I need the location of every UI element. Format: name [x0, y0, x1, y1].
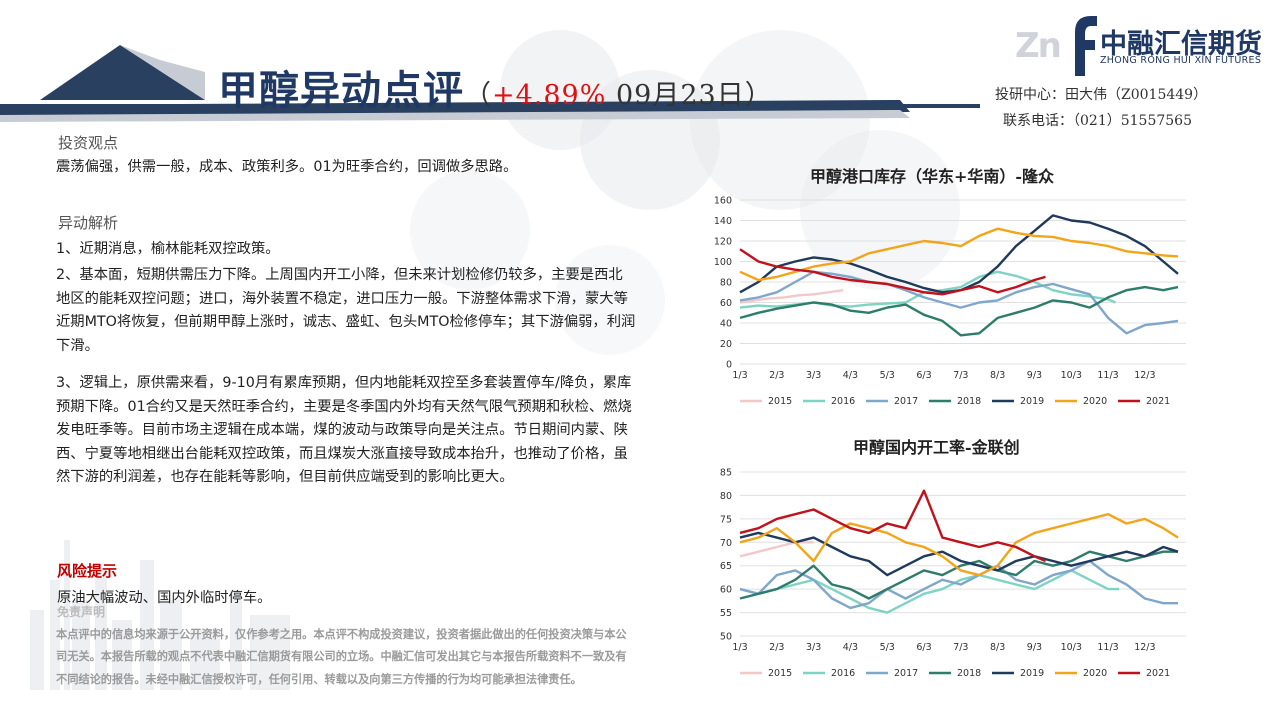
company-logo: Zn 中融汇信期货 ZHONG RONG HUI XIN FUTURES [1015, 14, 1275, 76]
legend-label-2017: 2017 [894, 396, 918, 407]
y-tick-label: 160 [714, 196, 732, 207]
analysis-point-2: 2、基本面，短期供需压力下降。上周国内开工小降，但未来计划检修仍较多，主要是西北… [56, 267, 636, 354]
x-tick-label: 2/3 [769, 370, 784, 381]
series-line-2016 [739, 569, 1120, 614]
x-tick-label: 12/3 [1134, 642, 1155, 653]
x-tick-label: 6/3 [916, 370, 931, 381]
views-text: 震荡偏强，供需一般，成本、政策利多。01为旺季合约，回调做多思路。 [56, 159, 518, 175]
title-date: 09月23日） [606, 80, 773, 111]
title-paren: （ [464, 80, 492, 111]
x-tick-label: 3/3 [806, 370, 821, 381]
analyst-info: 投研中心：田大伟（Z0015449） [995, 87, 1208, 103]
x-tick-label: 4/3 [843, 370, 858, 381]
views-heading: 投资观点 [58, 134, 119, 152]
analysis-point-1: 1、近期消息，榆林能耗双控政策。 [56, 241, 280, 257]
y-tick-label: 40 [720, 319, 732, 330]
x-tick-label: 6/3 [916, 642, 931, 653]
series-line-2017 [739, 559, 1178, 610]
y-tick-label: 85 [720, 468, 732, 479]
x-tick-label: 11/3 [1097, 642, 1118, 653]
legend-label-2021: 2021 [1146, 396, 1170, 407]
y-tick-label: 20 [720, 339, 732, 350]
x-tick-label: 7/3 [953, 370, 968, 381]
series-line-2020 [739, 227, 1179, 282]
x-tick-label: 10/3 [1061, 642, 1082, 653]
y-tick-label: 100 [714, 257, 732, 268]
operating-rate-chart: 50 55 60 65 70 75 80 85 1/3 2/3 3/3 4/3 5/3 6/3 7/3 8/3… [720, 468, 1186, 679]
analysis-point-3: 3、逻辑上，原供需来看，9-10月有累库预期，但内地能耗双控至多套装置停车/降负… [56, 375, 632, 486]
legend-label-2018: 2018 [957, 396, 981, 407]
x-tick-label: 9/3 [1027, 370, 1042, 381]
series-line-2021 [739, 489, 1046, 563]
legend-label-2021: 2021 [1146, 668, 1170, 679]
x-tick-label: 12/3 [1134, 370, 1155, 381]
logo-f-icon [1075, 16, 1097, 76]
x-tick-label: 4/3 [843, 642, 858, 653]
logo-text-cn: 中融汇信期货 [1100, 29, 1262, 60]
x-tick-label: 5/3 [880, 370, 895, 381]
logo-mark: Zn [1015, 26, 1062, 66]
x-tick-label: 11/3 [1097, 370, 1118, 381]
series-line-2015 [739, 541, 814, 558]
logo-text-en: ZHONG RONG HUI XIN FUTURES [1100, 55, 1262, 66]
y-tick-label: 60 [720, 298, 732, 309]
disclaimer-heading: 免责声明 [57, 605, 106, 619]
y-tick-label: 80 [720, 491, 732, 502]
risk-heading: 风险提示 [57, 562, 118, 580]
risk-text: 原油大幅波动、国内外临时停车。 [57, 590, 272, 606]
y-tick-label: 55 [720, 608, 732, 619]
series-line-2020 [739, 513, 1179, 577]
x-tick-label: 2/3 [769, 642, 784, 653]
x-tick-label: 9/3 [1027, 642, 1042, 653]
x-tick-label: 8/3 [990, 642, 1005, 653]
series-line-2021 [739, 248, 1046, 296]
legend-label-2020: 2020 [1083, 668, 1107, 679]
legend-label-2016: 2016 [831, 668, 855, 679]
y-tick-label: 75 [720, 514, 732, 525]
y-tick-label: 80 [720, 278, 732, 289]
x-tick-label: 10/3 [1061, 370, 1082, 381]
x-tick-label: 7/3 [953, 642, 968, 653]
y-tick-label: 70 [720, 538, 732, 549]
x-tick-label: 5/3 [880, 642, 895, 653]
change-percent: +4.89% [492, 80, 607, 111]
series-line-2018 [739, 285, 1179, 337]
analysis-heading: 异动解析 [58, 214, 119, 232]
chart-2-title: 甲醇国内开工率-金联创 [853, 438, 1020, 457]
y-tick-label: 50 [720, 632, 732, 643]
disclaimer-text: 本点评中的信息均来源于公开资料，仅作参考之用。本点评不构成投资建议，投资者据此做… [56, 628, 627, 686]
page-title: 甲醇异动点评（+4.89% 09月23日） [218, 58, 773, 116]
header-banner [0, 45, 980, 122]
y-tick-label: 60 [720, 585, 732, 596]
y-tick-label: 65 [720, 561, 732, 572]
series-line-2019 [739, 214, 1179, 294]
legend-label-2017: 2017 [894, 668, 918, 679]
series-line-2019 [739, 531, 1179, 577]
title-main: 甲醇异动点评 [218, 67, 464, 114]
legend-label-2020: 2020 [1083, 396, 1107, 407]
x-tick-label: 1/3 [732, 370, 747, 381]
legend-label-2015: 2015 [768, 668, 792, 679]
legend-label-2019: 2019 [1020, 396, 1044, 407]
legend-label-2016: 2016 [831, 396, 855, 407]
phone-info: 联系电话：（021）51557565 [1003, 113, 1192, 129]
x-tick-label: 3/3 [806, 642, 821, 653]
series-line-2015 [739, 289, 844, 304]
y-tick-label: 120 [714, 237, 732, 248]
legend-label-2019: 2019 [1020, 668, 1044, 679]
x-tick-label: 8/3 [990, 370, 1005, 381]
legend-label-2015: 2015 [768, 396, 792, 407]
port-inventory-chart: 0 20 40 60 80 100 120 140 160 1/3 2/3 3/3 4/3 5/3 6/3 7… [714, 196, 1186, 407]
chart-1-title: 甲醇港口库存（华东+华南）-隆众 [810, 167, 1055, 186]
y-tick-label: 140 [714, 216, 732, 227]
y-tick-label: 0 [726, 360, 732, 371]
x-tick-label: 1/3 [732, 642, 747, 653]
legend-label-2018: 2018 [957, 668, 981, 679]
